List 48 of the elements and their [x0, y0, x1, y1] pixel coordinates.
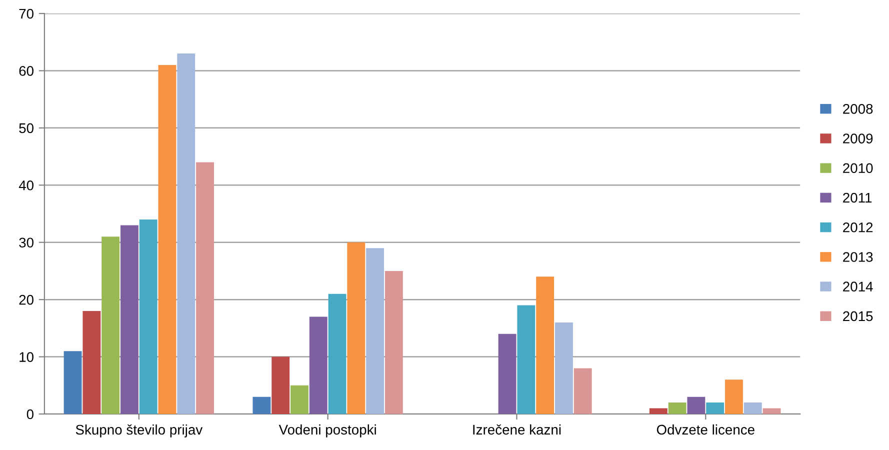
y-tick-label: 30: [19, 238, 34, 248]
bar: [252, 396, 271, 414]
bar: [649, 408, 668, 414]
legend-label: 2008: [843, 104, 873, 114]
legend-label: 2013: [843, 252, 873, 262]
y-tick-label: 20: [19, 294, 34, 305]
bar: [347, 242, 366, 414]
x-tick-label: Izrečene kazni: [473, 424, 561, 435]
bar: [536, 276, 554, 414]
bar: [725, 380, 743, 414]
legend-label: 2011: [843, 192, 872, 203]
bar: [177, 54, 196, 414]
bar: [744, 402, 762, 414]
bar: [328, 294, 346, 414]
y-tick-label: 10: [20, 352, 34, 362]
y-tick-label: 40: [18, 180, 34, 190]
y-tick-label: 60: [19, 66, 34, 76]
legend-label: 2015: [843, 311, 873, 322]
bar: [196, 162, 214, 414]
y-tick-label: 50: [19, 123, 34, 134]
bar: [517, 305, 536, 414]
legend-label: 2012: [843, 222, 873, 232]
y-tick-label: 70: [19, 8, 34, 19]
bar: [687, 396, 706, 414]
bar: [64, 351, 82, 414]
bar: [290, 385, 308, 414]
bar: [574, 368, 592, 414]
x-tick-label: Odvzete licence: [656, 424, 754, 435]
legend-label: 2009: [843, 134, 873, 144]
x-tick-label: Vodeni postopki: [278, 424, 376, 438]
bar: [82, 311, 101, 414]
bar: [102, 236, 120, 414]
bar: [309, 316, 328, 414]
bar: [706, 402, 724, 414]
legend-label: 2014: [843, 282, 873, 292]
bar: [272, 356, 290, 414]
bar: [139, 219, 158, 414]
bar: [366, 248, 384, 414]
bar: [384, 270, 403, 414]
bar: [668, 402, 686, 414]
bar: [120, 225, 138, 414]
y-tick-label: 0: [26, 409, 34, 420]
legend-label: 2010: [843, 163, 873, 174]
bar: [762, 408, 781, 414]
x-tick-label: Skupno število prijav: [76, 424, 203, 438]
bar: [158, 64, 176, 414]
bar: [498, 334, 516, 414]
bar: [554, 322, 573, 414]
